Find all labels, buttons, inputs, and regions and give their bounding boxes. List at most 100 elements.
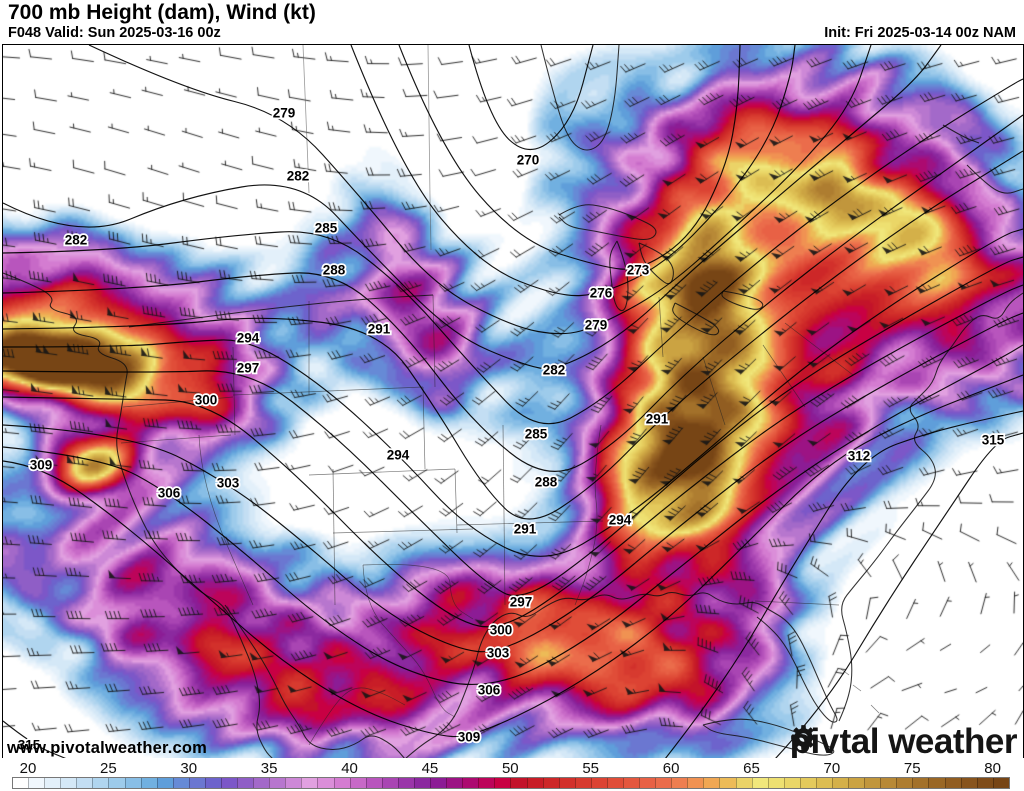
colorbar-cell — [269, 778, 286, 788]
height-contour — [350, 45, 796, 297]
colorbar-cell — [960, 778, 977, 788]
contour-label: 291 — [646, 412, 669, 427]
height-contour — [664, 410, 1023, 759]
colorbar-cell — [397, 778, 414, 788]
colorbar-cell — [381, 778, 398, 788]
colorbar-cell — [751, 778, 768, 788]
colorbar-cell — [172, 778, 189, 788]
colorbar-tick-label: 80 — [984, 760, 1001, 777]
colorbar-cell — [237, 778, 254, 788]
contour-label: 306 — [478, 683, 501, 698]
contour-label: 297 — [237, 361, 260, 376]
colorbar-cell — [333, 778, 350, 788]
colorbar-cell — [462, 778, 479, 788]
state-border — [332, 468, 336, 606]
colorbar-cell — [783, 778, 800, 788]
colorbar-cell — [590, 778, 607, 788]
colorbar-cell — [526, 778, 543, 788]
colorbar-cell — [430, 778, 447, 788]
colorbar-cell — [413, 778, 431, 788]
coastline — [404, 591, 838, 759]
colorbar-cell — [944, 778, 961, 788]
colorbar-cell — [703, 778, 720, 788]
state-border — [762, 344, 806, 408]
height-contour — [3, 150, 1023, 520]
height-contour — [3, 256, 1023, 597]
height-contour — [3, 78, 1023, 425]
coastline — [3, 272, 274, 759]
state-border — [784, 322, 854, 376]
contour-label: 309 — [30, 458, 53, 473]
colorbar — [12, 777, 1010, 789]
contour-label: 303 — [487, 646, 510, 661]
state-border — [332, 528, 474, 534]
colorbar-cell — [494, 778, 511, 788]
contour-label: 294 — [237, 331, 260, 346]
height-contour — [3, 312, 1023, 653]
header: 700 mb Height (dam), Wind (kt) F048 Vali… — [0, 0, 1024, 44]
state-border — [362, 564, 474, 620]
colorbar-cell — [317, 778, 334, 788]
contour-label: 270 — [517, 153, 540, 168]
contour-label: 279 — [273, 106, 296, 121]
colorbar-cell — [204, 778, 222, 788]
colorbar-cell — [140, 778, 157, 788]
contour-geography-overlay: 279 270 282 282 285 273 288 276 279 291 294 297 282 3… — [3, 45, 1023, 759]
state-border — [852, 684, 862, 692]
colorbar-cell — [478, 778, 495, 788]
colorbar-cell — [365, 778, 382, 788]
pivotal-weather-logo: piv tal weather — [790, 724, 1018, 759]
colorbar-tick-label: 65 — [743, 760, 760, 777]
colorbar-cell — [60, 778, 77, 788]
watermark-url: www.pivotalweather.com — [7, 739, 208, 757]
contour-label: 282 — [65, 233, 88, 248]
colorbar-cell — [124, 778, 141, 788]
colorbar-cell — [928, 778, 945, 788]
colorbar-cell — [622, 778, 640, 788]
contour-label: 303 — [217, 476, 240, 491]
colorbar-cell — [253, 778, 270, 788]
colorbar-cell — [767, 778, 784, 788]
colorbar-cell — [864, 778, 881, 788]
colorbar-tick-label: 70 — [823, 760, 841, 777]
height-contour — [3, 374, 1023, 738]
contour-label: 285 — [315, 221, 338, 236]
colorbar-cell — [687, 778, 704, 788]
height-contour — [3, 45, 942, 369]
colorbar-cell — [671, 778, 688, 788]
colorbar-cell — [188, 778, 205, 788]
height-contour — [3, 344, 1023, 686]
colorbar-cell — [510, 778, 527, 788]
colorbar-cell — [44, 778, 61, 788]
state-border — [122, 396, 234, 408]
weather-map-panel: 279 270 282 282 285 273 288 276 279 291 294 297 282 3… — [2, 44, 1024, 760]
colorbar-tick-label: 60 — [662, 760, 680, 777]
contour-label: 315 — [982, 433, 1005, 448]
contour-label: 297 — [510, 595, 533, 610]
height-contour — [3, 284, 1023, 628]
colorbar-tick-label: 40 — [341, 760, 358, 777]
contour-label: 300 — [195, 393, 218, 408]
colorbar-tick-label: 30 — [180, 760, 198, 777]
colorbar-cell — [992, 778, 1009, 788]
colorbar-cell — [108, 778, 125, 788]
colorbar-cell — [735, 778, 752, 788]
colorbar-tick-label: 55 — [582, 760, 600, 777]
state-border — [422, 386, 426, 470]
colorbar-tick-label: 50 — [501, 760, 519, 777]
state-border — [362, 564, 456, 718]
state-border — [232, 346, 236, 436]
colorbar-cell — [301, 778, 318, 788]
province-border — [302, 45, 310, 194]
colorbar-cell — [976, 778, 993, 788]
coastline — [224, 604, 406, 759]
state-border — [502, 424, 506, 606]
colorbar-cell — [799, 778, 816, 788]
colorbar-cell — [896, 778, 913, 788]
colorbar-tick-label: 45 — [421, 760, 439, 777]
colorbar-cell — [446, 778, 463, 788]
colorbar-cell — [221, 778, 238, 788]
colorbar-cell — [639, 778, 656, 788]
coastline — [838, 292, 1023, 722]
